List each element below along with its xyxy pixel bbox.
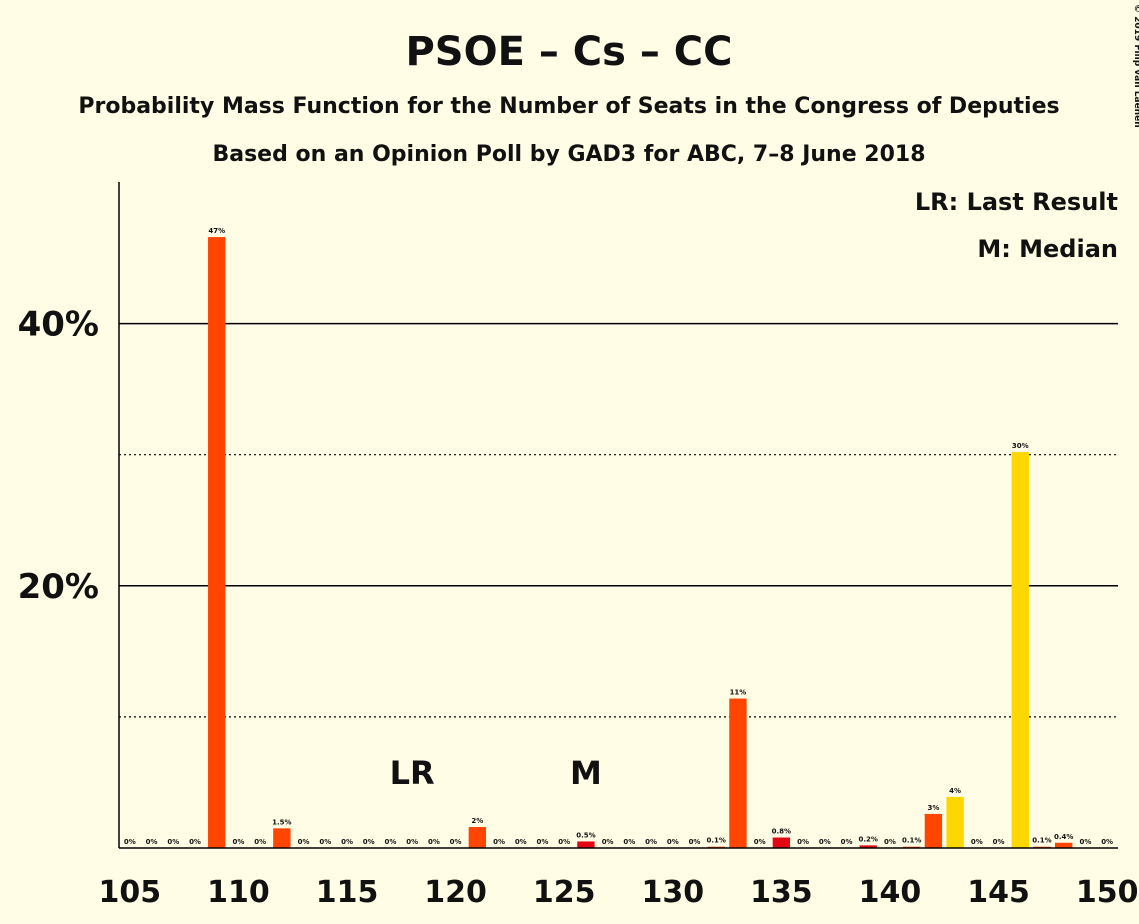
value-label: 1.5% — [272, 818, 291, 826]
value-label: 0.5% — [576, 831, 595, 839]
value-label: 0% — [385, 838, 397, 846]
bar — [273, 828, 291, 848]
y-tick-label: 20% — [18, 567, 99, 607]
value-label: 0% — [841, 838, 853, 846]
value-label: 11% — [730, 689, 747, 697]
value-label: 0% — [689, 838, 701, 846]
value-label: 0% — [319, 838, 331, 846]
annotation: M — [570, 754, 602, 792]
value-label: 47% — [208, 227, 225, 235]
value-label: 0% — [254, 838, 266, 846]
x-tick-label: 150 — [1076, 875, 1139, 910]
value-label: 30% — [1012, 442, 1029, 450]
bar — [208, 237, 226, 848]
x-tick-label: 105 — [99, 875, 162, 910]
legend-entry: M: Median — [977, 235, 1118, 263]
y-tick-label: 40% — [18, 305, 99, 345]
value-label: 0% — [493, 838, 505, 846]
value-label: 0% — [189, 838, 201, 846]
value-label: 0% — [450, 838, 462, 846]
x-tick-label: 110 — [207, 875, 270, 910]
value-label: 0% — [602, 838, 614, 846]
bar — [468, 827, 487, 848]
bar — [1011, 452, 1029, 848]
bar — [859, 845, 877, 848]
value-label: 3% — [927, 804, 939, 812]
value-label: 0% — [754, 838, 766, 846]
bar — [729, 698, 747, 848]
x-tick-label: 140 — [859, 875, 922, 910]
value-label: 0% — [515, 838, 527, 846]
bar — [946, 796, 964, 848]
bar — [577, 841, 595, 848]
value-label: 0% — [428, 838, 440, 846]
copyright: © 2019 Filip van Laenen — [1132, 4, 1139, 128]
value-label: 0.4% — [1054, 833, 1073, 841]
value-label: 0% — [558, 838, 570, 846]
value-label: 0.1% — [902, 837, 921, 845]
value-label: 0.1% — [707, 837, 726, 845]
value-label: 0% — [167, 838, 179, 846]
value-label: 0% — [623, 838, 635, 846]
value-label: 0% — [1079, 838, 1091, 846]
value-label: 0% — [667, 838, 679, 846]
annotation: LR — [390, 754, 435, 792]
value-label: 4% — [949, 787, 961, 795]
value-label: 0% — [645, 838, 657, 846]
value-label: 0.1% — [1032, 837, 1051, 845]
x-tick-label: 125 — [533, 875, 596, 910]
x-tick-label: 135 — [750, 875, 813, 910]
value-label: 0% — [1101, 838, 1113, 846]
value-label: 0% — [406, 838, 418, 846]
value-label: 0% — [819, 838, 831, 846]
x-tick-label: 115 — [316, 875, 379, 910]
value-label: 0% — [233, 838, 245, 846]
value-label: 0% — [146, 838, 158, 846]
value-label: 0% — [971, 838, 983, 846]
value-label: 0.2% — [859, 835, 878, 843]
x-tick-label: 145 — [967, 875, 1030, 910]
chart-subtitle: Based on an Opinion Poll by GAD3 for ABC… — [212, 142, 925, 167]
bar — [772, 837, 791, 848]
value-label: 0% — [537, 838, 549, 846]
value-label: 0% — [993, 838, 1005, 846]
x-tick-label: 120 — [424, 875, 487, 910]
value-label: 0.8% — [772, 828, 791, 836]
legend-entry: LR: Last Result — [915, 188, 1118, 216]
chart-title: PSOE – Cs – CC — [405, 29, 732, 75]
value-label: 0% — [298, 838, 310, 846]
value-label: 0% — [884, 838, 896, 846]
value-label: 0% — [124, 838, 136, 846]
x-tick-label: 130 — [641, 875, 704, 910]
value-label: 0% — [797, 838, 809, 846]
value-label: 0% — [341, 838, 353, 846]
chart-subtitle: Probability Mass Function for the Number… — [78, 94, 1059, 119]
value-label: 0% — [363, 838, 375, 846]
value-label: 2% — [471, 817, 483, 825]
bar — [1055, 842, 1073, 848]
bar — [924, 813, 943, 848]
